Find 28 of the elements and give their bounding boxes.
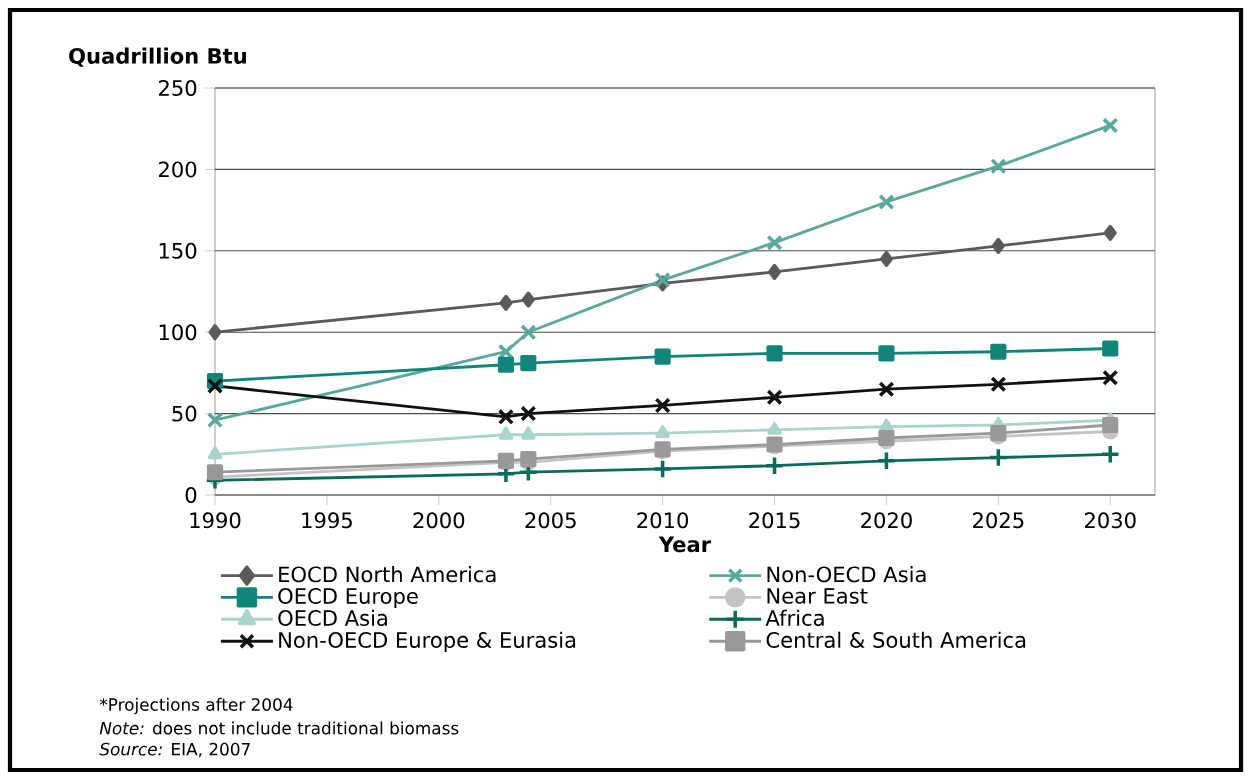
x-tick-label: 2020 — [861, 512, 912, 529]
legend-label: OECD Asia — [278, 609, 387, 626]
y-tick-label: 250 — [158, 80, 197, 96]
legend-label: OECD Europe — [278, 588, 418, 609]
x-tick-label: 1990 — [190, 512, 241, 529]
x-tick-label: 2025 — [973, 512, 1024, 529]
legend-label: Central & South America — [766, 631, 1026, 648]
x-tick-label: 2000 — [413, 512, 465, 529]
legend-label: EOCD North America — [279, 566, 496, 583]
legend-label: Africa — [765, 609, 824, 626]
y-tick-label: 150 — [159, 242, 197, 259]
x-tick-label: 2015 — [749, 512, 800, 529]
x-tick-label: 1995 — [302, 512, 352, 529]
text: Source: EIA, 2007 — [99, 742, 250, 758]
y-tick-label: 200 — [158, 161, 197, 178]
text: Note: does not include traditional biomass — [99, 721, 459, 735]
y-tick-label: 0 — [185, 487, 197, 503]
y-axis-title: Quadrillion Btu — [69, 47, 246, 67]
x-tick-label: 2030 — [1084, 512, 1136, 529]
legend-label: Non-OECD Europe & Eurasia — [279, 631, 576, 653]
y-tick-label: 50 — [172, 405, 197, 422]
legend-label: Near East — [767, 588, 868, 604]
x-tick-label: 2010 — [637, 512, 689, 529]
legend-label: Non-OECD Asia — [767, 566, 926, 583]
text: *Projections after 2004 — [99, 697, 293, 715]
x-axis-title: Year — [658, 536, 712, 553]
x-tick-label: 2005 — [525, 512, 576, 529]
y-tick-label: 100 — [159, 324, 197, 341]
